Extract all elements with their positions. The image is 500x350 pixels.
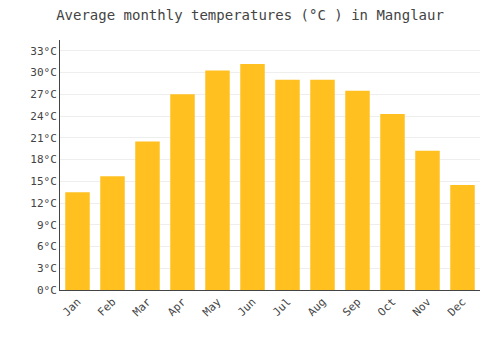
- svg-text:0°C: 0°C: [37, 284, 57, 297]
- svg-text:Sep: Sep: [340, 296, 363, 319]
- svg-text:18°C: 18°C: [30, 153, 57, 166]
- svg-text:Aug: Aug: [305, 296, 328, 319]
- svg-text:6°C: 6°C: [37, 240, 57, 253]
- svg-text:Jul: Jul: [270, 296, 293, 319]
- svg-text:Feb: Feb: [95, 296, 118, 319]
- svg-text:Jan: Jan: [60, 296, 83, 319]
- svg-text:May: May: [200, 295, 224, 319]
- svg-text:Apr: Apr: [165, 295, 189, 319]
- svg-text:24°C: 24°C: [30, 110, 57, 123]
- svg-text:12°C: 12°C: [30, 197, 57, 210]
- svg-text:Jun: Jun: [235, 296, 258, 319]
- svg-text:Nov: Nov: [410, 295, 434, 319]
- svg-text:15°C: 15°C: [30, 175, 57, 188]
- svg-text:Dec: Dec: [445, 296, 468, 319]
- svg-text:Mar: Mar: [130, 295, 154, 319]
- svg-text:Oct: Oct: [375, 296, 398, 319]
- svg-text:Average monthly temperatures (: Average monthly temperatures (°C ) in Ma…: [56, 7, 444, 23]
- svg-text:21°C: 21°C: [30, 132, 57, 145]
- svg-text:27°C: 27°C: [30, 88, 57, 101]
- svg-text:30°C: 30°C: [30, 66, 57, 79]
- svg-text:33°C: 33°C: [30, 45, 57, 58]
- svg-text:3°C: 3°C: [37, 262, 57, 275]
- svg-text:9°C: 9°C: [37, 219, 57, 232]
